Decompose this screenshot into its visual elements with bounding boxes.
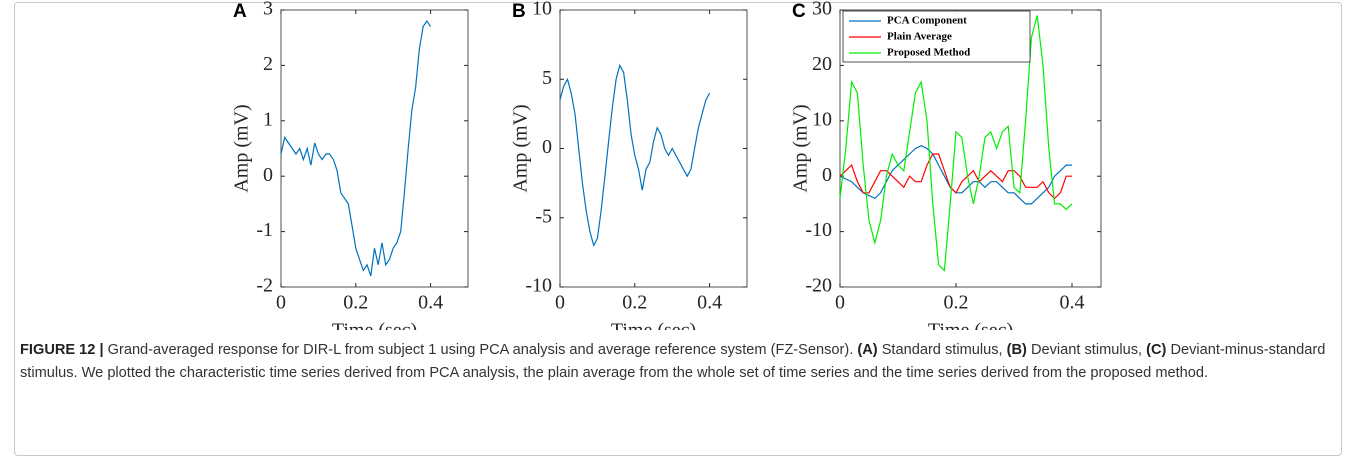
x-tick-label: 0.4 <box>697 292 722 314</box>
x-axis-label: Time (sec) <box>928 320 1013 330</box>
x-tick-label: 0 <box>835 292 845 314</box>
panel-label: B <box>512 1 526 22</box>
x-tick-label: 0.2 <box>622 292 647 314</box>
caption-text: Standard stimulus, <box>877 342 1007 358</box>
legend-label: Plain Average <box>887 31 952 43</box>
line <box>839 15 1073 272</box>
y-tick-label: 0 <box>542 136 552 158</box>
line <box>839 153 1072 200</box>
y-tick-label: 30 <box>812 0 832 20</box>
panel-label: A <box>233 1 247 22</box>
x-tick-label: 0.4 <box>418 292 443 314</box>
y-tick-label: 10 <box>812 108 832 130</box>
caption-text: (B) <box>1006 342 1027 358</box>
y-tick-label: 1 <box>263 108 273 130</box>
plot-frame <box>839 9 1102 288</box>
y-tick-label: -10 <box>805 219 832 241</box>
y-axis-label: Amp (mV) <box>510 104 532 192</box>
caption-text: (C) <box>1146 342 1167 358</box>
x-tick-label: 0 <box>555 292 565 314</box>
caption-text: Deviant-minus-standard stimulus. We plot… <box>20 342 1326 381</box>
y-tick-label: -5 <box>535 205 552 227</box>
caption-label: FIGURE 12 | <box>20 342 104 358</box>
y-tick-label: 20 <box>812 53 832 75</box>
x-axis-label: Time (sec) <box>611 320 696 330</box>
panel-label: C <box>792 1 806 22</box>
line <box>280 20 432 277</box>
y-tick-label: -10 <box>525 275 552 297</box>
y-tick-label: 5 <box>542 67 552 89</box>
caption: FIGURE 12 | Grand-averaged response for … <box>20 339 1338 385</box>
caption-text: Grand-averaged response for DIR-L from s… <box>103 342 858 358</box>
x-axis-label: Time (sec) <box>332 320 417 330</box>
y-tick-label: -2 <box>256 275 273 297</box>
figure-card <box>14 2 1342 456</box>
x-tick-label: 0.2 <box>343 292 368 314</box>
x-tick-label: 0 <box>276 292 286 314</box>
plot-frame <box>559 9 748 288</box>
x-tick-label: 0.4 <box>1060 292 1085 314</box>
y-tick-label: 2 <box>263 53 273 75</box>
y-tick-label: 10 <box>532 0 552 20</box>
legend-label: Proposed Method <box>887 47 970 59</box>
plot-frame <box>280 9 469 288</box>
y-tick-label: 3 <box>263 0 273 20</box>
x-tick-label: 0.2 <box>944 292 969 314</box>
y-tick-label: -1 <box>256 219 273 241</box>
y-tick-label: 0 <box>822 164 832 186</box>
caption-text: Deviant stimulus, <box>1026 342 1147 358</box>
y-tick-label: 0 <box>263 164 273 186</box>
y-axis-label: Amp (mV) <box>231 104 253 192</box>
line <box>559 63 711 248</box>
legend-label: PCA Component <box>887 15 967 27</box>
y-tick-label: -20 <box>805 275 832 297</box>
caption-text: (A) <box>857 342 878 358</box>
line <box>839 145 1072 205</box>
y-axis-label: Amp (mV) <box>790 104 812 192</box>
